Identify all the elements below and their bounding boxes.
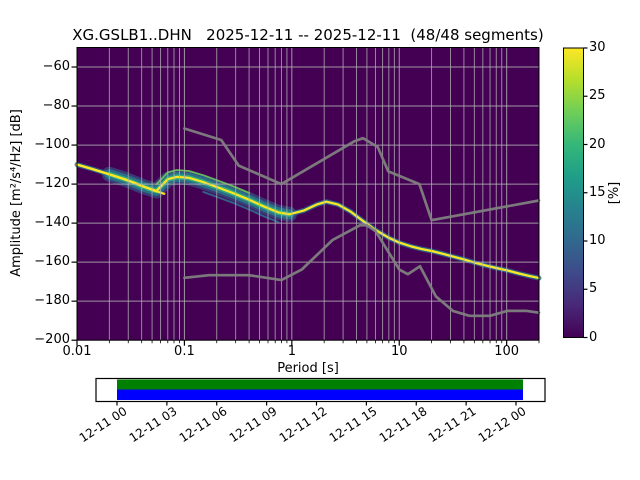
axis-ticks <box>71 47 588 406</box>
nhnm-noise-model-line <box>183 127 541 222</box>
psd-band-line <box>155 169 251 194</box>
y-tick-label: −80 <box>42 98 70 113</box>
y-tick-label: −120 <box>34 176 70 191</box>
colorbar-label: [%] <box>607 181 622 205</box>
colorbar-tick-label: 5 <box>589 281 598 297</box>
colorbar-tick-label: 25 <box>589 88 606 104</box>
y-tick-label: −100 <box>34 137 70 152</box>
plot-title: XG.GSLB1..DHN 2025-12-11 -- 2025-12-11 (… <box>72 26 544 44</box>
y-tick-label: −200 <box>34 332 70 347</box>
y-tick-label: −60 <box>42 59 70 74</box>
x-tick-label: 10 <box>391 344 408 359</box>
colorbar-tick-label: 30 <box>589 40 606 55</box>
y-tick-label: −160 <box>34 254 70 269</box>
axes-border <box>76 47 540 341</box>
timeline-coverage-bar <box>117 379 523 390</box>
colorbar-tick-label: 0 <box>589 329 598 345</box>
colorbar-tick-label: 15 <box>589 184 606 200</box>
y-tick-label: −140 <box>34 215 70 230</box>
y-tick-label: −180 <box>34 293 70 308</box>
nlnm-noise-model-line <box>183 223 541 318</box>
x-tick-label: 100 <box>494 344 520 359</box>
x-tick-label: 1 <box>287 344 297 359</box>
x-axis-label: Period [s] <box>277 361 339 376</box>
timeline-segments-bar <box>117 389 523 400</box>
x-tick-label: 0.1 <box>174 344 195 359</box>
psd-band-line <box>202 190 280 224</box>
y-axis-label: Amplitude [m²/s⁴/Hz] [dB] <box>9 109 24 277</box>
psd-secondary-branch <box>75 163 166 195</box>
colorbar-gradient <box>563 47 584 338</box>
colorbar-tick-label: 20 <box>589 136 606 152</box>
x-tick-label: 0.01 <box>62 344 92 359</box>
colorbar-tick-label: 10 <box>589 233 606 248</box>
